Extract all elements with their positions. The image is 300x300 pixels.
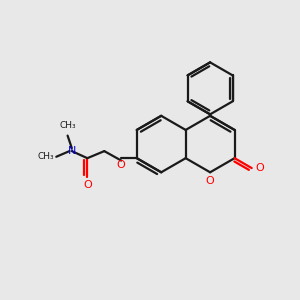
Text: O: O bbox=[117, 160, 126, 170]
Text: CH₃: CH₃ bbox=[38, 152, 54, 161]
Text: N: N bbox=[68, 146, 76, 156]
Text: O: O bbox=[83, 180, 92, 190]
Text: O: O bbox=[206, 176, 214, 186]
Text: CH₃: CH₃ bbox=[59, 121, 76, 130]
Text: O: O bbox=[256, 163, 264, 173]
